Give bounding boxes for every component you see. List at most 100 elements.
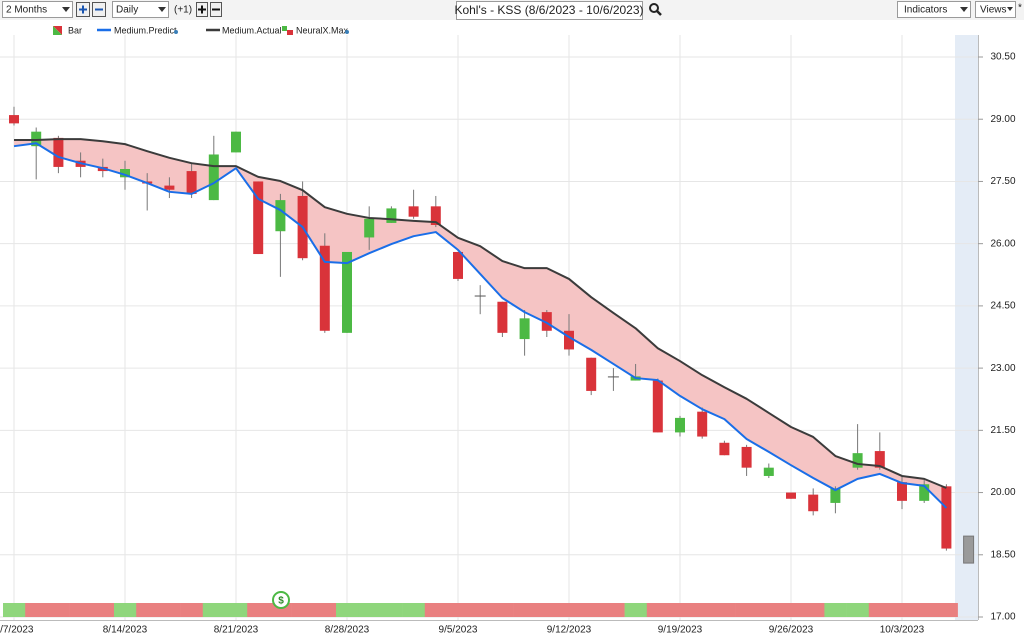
x-tick-label: 8/21/2023 — [214, 625, 259, 636]
offset-text: (+1) — [174, 5, 192, 16]
candle-body — [652, 380, 663, 433]
candle-body — [786, 492, 796, 499]
y-tick-label: 23.00 — [990, 363, 1015, 374]
views-select[interactable] — [975, 1, 1016, 18]
signal-segment — [846, 603, 870, 617]
info-dot — [174, 30, 178, 34]
signal-segment — [247, 603, 270, 617]
signal-segment — [158, 603, 181, 617]
candle-body — [874, 451, 885, 468]
interval-text: Daily — [116, 5, 138, 16]
forecast-candle — [963, 535, 975, 564]
x-tick-label: 10/3/2023 — [880, 625, 925, 636]
candle-body — [541, 312, 552, 331]
dropdown-arrow — [1007, 7, 1013, 11]
legend-label: NeuralX.Max — [296, 25, 349, 35]
candle-body — [231, 131, 241, 153]
title-box — [456, 1, 643, 20]
signal-segment — [824, 603, 847, 617]
signal-segment — [469, 603, 492, 617]
search-icon[interactable] — [649, 3, 662, 16]
signal-segment — [25, 603, 48, 617]
dropdown-arrow — [62, 7, 70, 12]
x-tick-label: 8/7/2023 — [0, 625, 34, 636]
range-text: 2 Months — [6, 5, 47, 16]
signal-segment — [713, 603, 736, 617]
y-tick-label: 30.50 — [990, 52, 1015, 63]
legend-label: Medium.Actual — [222, 25, 282, 35]
candle-body — [53, 137, 64, 167]
candle-body — [342, 251, 352, 333]
dropdown-arrow — [960, 7, 968, 12]
candle-body — [319, 245, 330, 331]
signal-segment — [3, 603, 26, 617]
signal-segment — [358, 603, 381, 617]
signal-segment — [757, 603, 781, 617]
signal-segment — [114, 603, 137, 617]
signal-segment — [735, 603, 759, 617]
marker-symbol: $ — [278, 596, 284, 607]
legend-icon — [282, 26, 287, 31]
candle-body — [386, 208, 397, 223]
candle-body — [741, 446, 752, 468]
candle-body — [208, 154, 219, 201]
legend-label: Medium.Predict — [114, 25, 177, 35]
candle-body — [763, 467, 774, 476]
candle-body — [120, 169, 130, 178]
signal-segment — [424, 603, 448, 617]
signal-segment — [935, 603, 958, 617]
signal-segment — [580, 603, 603, 617]
x-tick-label: 9/19/2023 — [658, 625, 703, 636]
y-tick-label: 29.00 — [990, 114, 1015, 125]
signal-segment — [558, 603, 581, 617]
dropdown-arrow — [158, 7, 166, 12]
signal-segment — [669, 603, 692, 617]
forecast-zone — [955, 35, 978, 620]
candle-body — [186, 171, 197, 194]
candle-body — [607, 376, 619, 378]
range-select[interactable] — [2, 1, 73, 18]
signal-segment — [868, 603, 892, 617]
x-tick-label: 9/5/2023 — [439, 625, 478, 636]
candle-body — [830, 488, 841, 503]
candle-body — [430, 206, 441, 225]
candle-body — [453, 251, 463, 279]
plus-icon — [198, 5, 206, 14]
x-tick-label: 8/28/2023 — [325, 625, 370, 636]
candle-body — [675, 417, 685, 433]
series-line — [14, 138, 947, 489]
marker-circle — [272, 591, 290, 609]
signal-segment — [291, 603, 315, 617]
candle-body — [474, 295, 486, 297]
y-tick-label: 21.50 — [990, 425, 1015, 436]
y-tick-label: 17.00 — [990, 612, 1015, 623]
signal-segment — [802, 603, 825, 617]
views-text: Views — [980, 5, 1007, 16]
star: * — [1018, 3, 1022, 14]
legend-label: Bar — [68, 25, 82, 35]
signal-segment — [225, 603, 248, 617]
signal-segment — [491, 603, 514, 617]
candle-body — [519, 318, 530, 340]
candle-body — [408, 206, 419, 217]
signal-segment — [780, 603, 803, 617]
grid — [0, 35, 978, 620]
y-tick-label: 24.50 — [990, 301, 1015, 312]
signal-segment — [691, 603, 714, 617]
signal-segment — [202, 603, 226, 617]
chart-title: Kohl's - KSS (8/6/2023 - 10/6/2023) — [454, 3, 643, 17]
signal-segment — [91, 603, 115, 617]
dollar-marker: $ — [272, 591, 290, 609]
interval-select[interactable] — [112, 1, 169, 18]
signal-segment — [891, 603, 914, 617]
indicators-select[interactable] — [897, 1, 971, 18]
signal-segment — [69, 603, 93, 617]
spread-area — [14, 139, 947, 508]
signal-segment — [447, 603, 470, 617]
signal-segment — [336, 603, 359, 617]
candle-body — [9, 115, 19, 124]
signal-segment — [513, 603, 537, 617]
candle-body — [852, 453, 863, 468]
plus-icon — [79, 5, 87, 14]
